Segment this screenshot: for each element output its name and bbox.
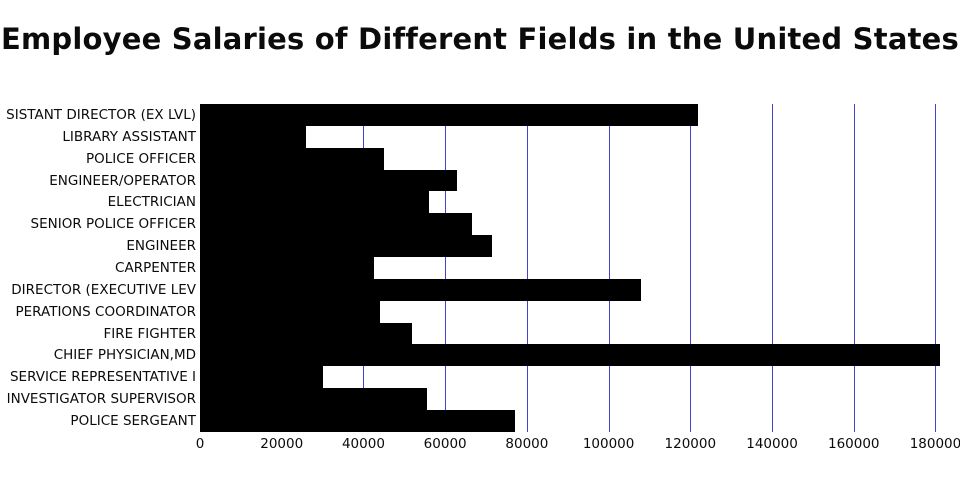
chart-row: ENGINEER: [0, 235, 960, 258]
chart-row: POLICE SERGEANT: [0, 410, 960, 432]
x-tick-label: 80000: [505, 436, 549, 452]
bar: [200, 278, 642, 301]
bar-track: [200, 366, 960, 389]
y-axis-label: DIRECTOR (EXECUTIVE LEV: [11, 281, 196, 298]
y-axis-label: PERATIONS COORDINATOR: [15, 303, 196, 320]
bar-track: [200, 300, 960, 323]
y-axis-label: ELECTRICIAN: [107, 194, 196, 211]
chart-row: POLICE OFFICER: [0, 147, 960, 170]
x-tick-label: 100000: [582, 436, 635, 452]
chart-title: Employee Salaries of Different Fields in…: [0, 22, 959, 56]
y-axis-label: CARPENTER: [115, 259, 196, 276]
bar-track: [200, 344, 960, 367]
bar-track: [200, 213, 960, 236]
x-tick-label: 60000: [423, 436, 467, 452]
x-tick-label: 160000: [827, 436, 880, 452]
chart-row: SERVICE REPRESENTATIVE I: [0, 366, 960, 389]
y-axis-label: FIRE FIGHTER: [103, 325, 196, 342]
gridline: [772, 104, 774, 432]
gridline: [445, 104, 447, 432]
gridline: [608, 104, 610, 432]
bar: [200, 322, 413, 345]
chart-row: ENGINEER/OPERATOR: [0, 169, 960, 192]
gridline: [526, 104, 528, 432]
bar: [200, 191, 429, 214]
bar: [200, 257, 374, 279]
x-tick-label: 0: [195, 436, 205, 452]
bar: [200, 235, 493, 258]
y-axis-label: POLICE OFFICER: [86, 150, 196, 167]
bar-track: [200, 147, 960, 170]
bar-track: [200, 235, 960, 258]
chart-row: SISTANT DIRECTOR (EX LVL): [0, 104, 960, 126]
bar: [200, 388, 427, 411]
x-tick-label: 20000: [260, 436, 304, 452]
chart-row: CARPENTER: [0, 257, 960, 279]
bar: [200, 169, 458, 192]
chart-row: SENIOR POLICE OFFICER: [0, 213, 960, 236]
bar-track: [200, 125, 960, 148]
y-axis-label: LIBRARY ASSISTANT: [62, 128, 196, 145]
gridline: [935, 104, 937, 432]
y-axis-label: SENIOR POLICE OFFICER: [30, 216, 196, 233]
chart-row: FIRE FIGHTER: [0, 322, 960, 345]
bar: [200, 366, 323, 389]
bar: [200, 300, 380, 323]
chart-row: CHIEF PHYSICIAN,MD: [0, 344, 960, 367]
chart-row: LIBRARY ASSISTANT: [0, 125, 960, 148]
bar-track: [200, 322, 960, 345]
x-axis: 0 20000 40000 60000 80000 100000 120000 140000 1…: [196, 434, 960, 456]
bar-track: [200, 388, 960, 411]
x-tick-label: 140000: [746, 436, 798, 452]
y-axis-label: INVESTIGATOR SUPERVISOR: [6, 391, 196, 408]
x-tick-label: 120000: [664, 436, 717, 452]
bar-track: [200, 104, 960, 126]
bar: [200, 213, 472, 236]
chart-row: INVESTIGATOR SUPERVISOR: [0, 388, 960, 411]
gridline: [690, 104, 692, 432]
y-axis-label: CHIEF PHYSICIAN,MD: [53, 347, 196, 364]
gridline: [853, 104, 855, 432]
y-axis-label: POLICE SERGEANT: [70, 412, 196, 429]
y-axis-label: SERVICE REPRESENTATIVE I: [9, 369, 196, 386]
bar: [200, 125, 307, 148]
bar-track: [200, 278, 960, 301]
bar: [200, 147, 384, 170]
bar-track: [200, 257, 960, 279]
x-tick-label: 40000: [341, 436, 385, 452]
x-tick-label: 180000: [909, 436, 960, 452]
y-axis-label: SISTANT DIRECTOR (EX LVL): [6, 106, 196, 123]
y-axis-label: ENGINEER: [126, 238, 196, 255]
bar-track: [200, 410, 960, 432]
chart-row: ELECTRICIAN: [0, 191, 960, 214]
bar: [200, 104, 699, 126]
bar: [200, 410, 515, 432]
bar-track: [200, 169, 960, 192]
y-axis-label: ENGINEER/OPERATOR: [49, 172, 196, 189]
bar: [200, 344, 940, 367]
bar-track: [200, 191, 960, 214]
chart-row: PERATIONS COORDINATOR: [0, 300, 960, 323]
bar-rows: SISTANT DIRECTOR (EX LVL) LIBRARY ASSISTA…: [0, 104, 960, 432]
plot-area: SISTANT DIRECTOR (EX LVL) LIBRARY ASSISTA…: [0, 104, 960, 432]
chart-row: DIRECTOR (EXECUTIVE LEV: [0, 278, 960, 301]
